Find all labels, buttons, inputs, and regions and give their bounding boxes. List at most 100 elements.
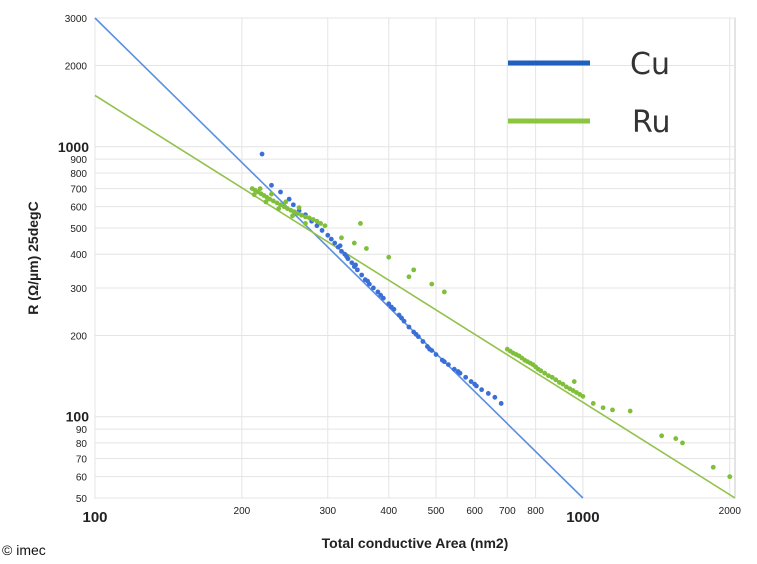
x-tick-600: 600 bbox=[466, 506, 483, 517]
point-ru-23 bbox=[257, 186, 263, 192]
legend: Cu Ru bbox=[508, 47, 671, 140]
point-ru-71 bbox=[673, 436, 679, 441]
x-tick-300: 300 bbox=[319, 506, 336, 517]
point-cu-52 bbox=[378, 292, 384, 298]
point-ru-64 bbox=[580, 393, 586, 399]
y-tick-200: 200 bbox=[70, 331, 87, 342]
point-ru-27 bbox=[283, 199, 289, 205]
point-ru-74 bbox=[727, 474, 733, 480]
point-cu-50 bbox=[353, 262, 358, 268]
x-tick-400: 400 bbox=[380, 506, 397, 517]
point-ru-38 bbox=[429, 281, 435, 287]
point-ru-21 bbox=[322, 223, 328, 229]
point-ru-66 bbox=[590, 401, 596, 406]
point-cu-0 bbox=[259, 151, 265, 157]
point-cu-17 bbox=[349, 260, 355, 266]
x-axis-label: Total conductive Area (nm2) bbox=[322, 535, 509, 551]
point-ru-31 bbox=[339, 235, 344, 241]
y-tick-300: 300 bbox=[70, 284, 87, 295]
point-ru-34 bbox=[364, 246, 369, 251]
point-ru-68 bbox=[610, 407, 615, 413]
point-cu-10 bbox=[325, 232, 331, 238]
copyright-notice: © imec bbox=[2, 542, 46, 558]
point-cu-57 bbox=[441, 359, 447, 365]
point-ru-65 bbox=[571, 379, 577, 384]
point-ru-37 bbox=[411, 267, 417, 273]
point-ru-9 bbox=[278, 202, 283, 208]
point-ru-16 bbox=[303, 214, 308, 220]
point-ru-30 bbox=[303, 221, 308, 226]
y-tick-80: 80 bbox=[76, 439, 88, 450]
point-cu-47 bbox=[498, 401, 504, 406]
point-cu-51 bbox=[365, 278, 370, 284]
point-ru-17 bbox=[306, 215, 312, 221]
point-ru-14 bbox=[295, 211, 300, 216]
x-tick-800: 800 bbox=[527, 506, 544, 517]
point-cu-36 bbox=[433, 352, 439, 357]
point-ru-28 bbox=[290, 213, 295, 219]
y-tick-100: 100 bbox=[66, 409, 90, 425]
y-tick-90: 90 bbox=[76, 425, 88, 436]
point-cu-54 bbox=[399, 315, 404, 321]
point-cu-38 bbox=[445, 362, 451, 368]
point-cu-20 bbox=[359, 272, 365, 278]
point-cu-59 bbox=[472, 381, 478, 387]
data-points bbox=[249, 151, 733, 480]
y-axis-label: R (Ω/µm) 25degC bbox=[25, 201, 41, 314]
y-tick-700: 700 bbox=[70, 185, 87, 196]
point-cu-39 bbox=[451, 366, 457, 372]
point-ru-29 bbox=[296, 205, 302, 211]
point-cu-48 bbox=[337, 243, 343, 249]
point-cu-14 bbox=[339, 248, 344, 254]
point-ru-70 bbox=[659, 433, 665, 439]
y-tick-900: 900 bbox=[70, 155, 87, 166]
point-cu-33 bbox=[420, 339, 426, 344]
legend-label-ru: Ru bbox=[632, 105, 671, 140]
point-cu-53 bbox=[388, 304, 394, 310]
point-cu-1 bbox=[269, 182, 274, 188]
y-tick-3000: 3000 bbox=[65, 14, 88, 25]
point-cu-30 bbox=[406, 324, 412, 330]
point-cu-42 bbox=[468, 379, 474, 384]
point-ru-73 bbox=[710, 464, 716, 470]
point-cu-12 bbox=[332, 240, 338, 246]
x-tick-1000: 1000 bbox=[566, 509, 599, 526]
point-cu-56 bbox=[427, 346, 432, 352]
point-ru-6 bbox=[267, 196, 273, 202]
point-ru-24 bbox=[263, 199, 269, 205]
y-tick-50: 50 bbox=[76, 494, 88, 505]
point-ru-39 bbox=[441, 289, 447, 295]
y-tick-70: 70 bbox=[76, 455, 88, 466]
point-cu-8 bbox=[314, 223, 320, 229]
x-tick-2000: 2000 bbox=[719, 506, 742, 517]
point-ru-25 bbox=[269, 191, 274, 197]
point-cu-19 bbox=[355, 267, 360, 273]
point-cu-49 bbox=[344, 254, 350, 259]
fit-line-ru bbox=[94, 94, 736, 499]
y-tick-labels: 50 60 70 80 90 200 300 400 500 600 700 800 900 2000 30… bbox=[58, 14, 89, 505]
point-cu-4 bbox=[290, 202, 296, 208]
point-cu-2 bbox=[278, 189, 283, 195]
point-cu-9 bbox=[319, 228, 325, 233]
point-ru-52 bbox=[538, 368, 544, 374]
point-ru-54 bbox=[546, 373, 551, 379]
point-ru-67 bbox=[600, 405, 606, 411]
point-cu-45 bbox=[485, 391, 491, 396]
point-ru-7 bbox=[270, 198, 276, 204]
point-cu-11 bbox=[328, 236, 334, 242]
fit-line-cu bbox=[94, 17, 584, 499]
plot-background bbox=[94, 17, 736, 499]
x-tick-500: 500 bbox=[428, 506, 445, 517]
point-ru-72 bbox=[680, 440, 685, 446]
point-ru-33 bbox=[358, 221, 363, 226]
point-ru-32 bbox=[351, 240, 357, 246]
point-cu-24 bbox=[375, 289, 381, 295]
point-cu-46 bbox=[492, 394, 498, 400]
x-tick-200: 200 bbox=[234, 506, 251, 517]
point-cu-58 bbox=[455, 369, 461, 374]
x-tick-700: 700 bbox=[499, 506, 516, 517]
x-tick-100: 100 bbox=[82, 509, 107, 526]
point-cu-26 bbox=[386, 301, 392, 307]
point-ru-19 bbox=[314, 218, 320, 224]
